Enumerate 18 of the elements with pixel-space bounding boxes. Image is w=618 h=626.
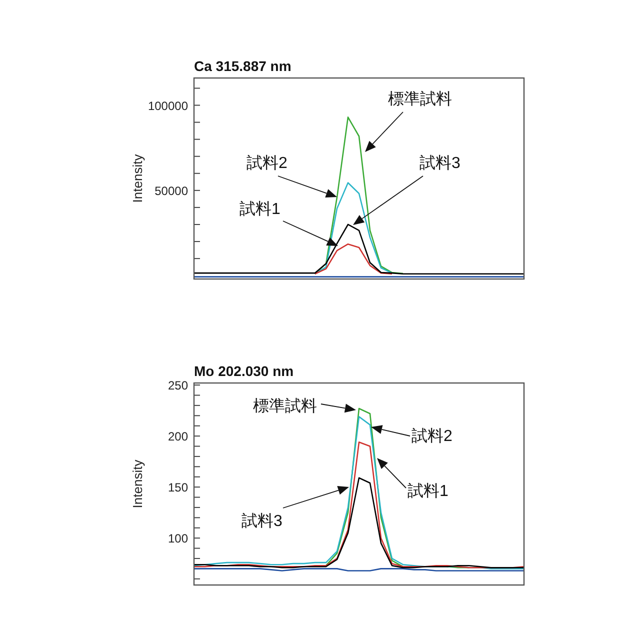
y-axis-title: Intensity <box>130 154 145 203</box>
chart-title: Ca 315.887 nm <box>194 58 292 74</box>
y-axis-title: Intensity <box>130 459 145 508</box>
text: 標準試料 <box>253 397 317 415</box>
y-tick-label: 150 <box>168 480 188 495</box>
text: 試料3 <box>420 154 461 172</box>
y-tick-label: 100000 <box>148 98 188 113</box>
series-label: 試料1 <box>408 482 449 500</box>
text: 試料2 <box>246 154 288 172</box>
text: 試料2 <box>412 427 453 445</box>
y-tick-label: 200 <box>168 430 188 444</box>
chart-title: Mo 202.030 nm <box>194 363 294 379</box>
text: 試料3 <box>242 512 283 530</box>
y-tick-label: 100 <box>168 532 188 546</box>
text: 試料1 <box>240 200 281 218</box>
y-tick-label: 50000 <box>154 184 188 198</box>
text: 標準試料 <box>388 90 452 108</box>
y-tick-label: 250 <box>168 378 188 393</box>
